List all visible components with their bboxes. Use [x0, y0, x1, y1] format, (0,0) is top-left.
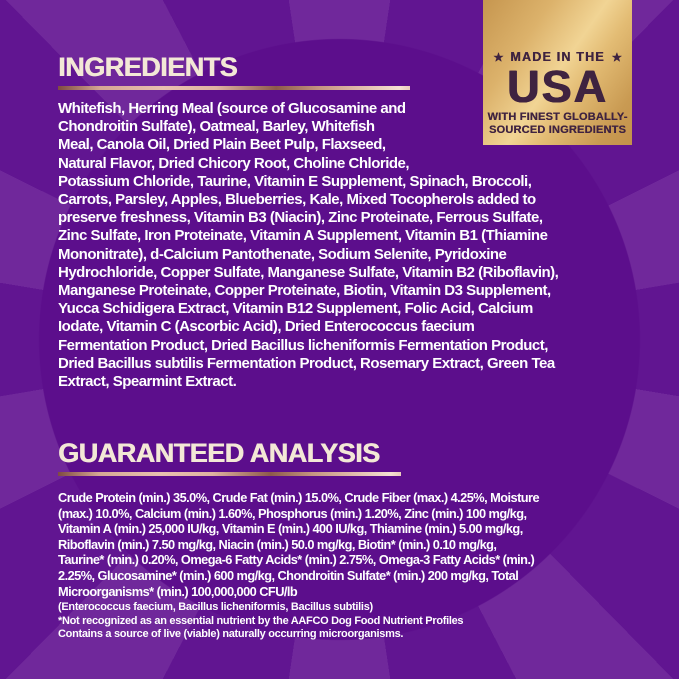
text-line: preserve freshness, Vitamin B3 (Niacin),… — [58, 209, 543, 227]
guaranteed-analysis-footnotes: (Enterococcus faecium, Bacillus lichenif… — [58, 601, 627, 641]
text-line: Meal, Canola Oil, Dried Plain Beet Pulp,… — [58, 136, 386, 154]
text-line: Carrots, Parsley, Apples, Blueberries, K… — [58, 191, 536, 209]
text-line: Extract, Spearmint Extract. — [58, 373, 237, 391]
badge-made-in-the-text: MADE IN THE — [510, 50, 605, 64]
text-line: Microorganisms* (min.) 100,000,000 CFU/l… — [58, 583, 298, 599]
text-line: Mononitrate), d-Calcium Pantothenate, So… — [58, 245, 507, 263]
badge-subline-1: WITH FINEST GLOBALLY- — [487, 111, 628, 124]
text-line: Riboflavin (min.) 7.50 mg/kg, Niacin (mi… — [58, 536, 497, 552]
text-line: Whitefish, Herring Meal (source of Gluco… — [58, 100, 406, 117]
ingredients-paragraph: Whitefish, Herring Meal (source of Gluco… — [58, 100, 627, 391]
text-line: (max.) 10.0%, Calcium (min.) 1.60%, Phos… — [58, 505, 527, 521]
text-line: *Not recognized as an essential nutrient… — [58, 614, 464, 627]
badge-usa-text: USA — [506, 61, 608, 112]
text-line: Crude Protein (min.) 35.0%, Crude Fat (m… — [58, 490, 540, 505]
text-line: Taurine* (min.) 0.20%, Omega-6 Fatty Aci… — [58, 552, 535, 568]
guaranteed-analysis-title: GUARANTEED ANALYSIS — [58, 438, 380, 468]
guaranteed-analysis-paragraph: Crude Protein (min.) 35.0%, Crude Fat (m… — [58, 490, 627, 599]
text-line: Dried Bacillus subtilis Fermentation Pro… — [58, 354, 555, 372]
text-line: Zinc Sulfate, Iron Proteinate, Vitamin A… — [58, 227, 548, 245]
text-line: Natural Flavor, Dried Chicory Root, Chol… — [58, 154, 410, 172]
ingredients-title: INGREDIENTS — [58, 52, 238, 82]
text-line: Vitamin A (min.) 25,000 IU/kg, Vitamin E… — [58, 521, 523, 537]
text-line: Hydrochloride, Copper Sulfate, Manganese… — [58, 263, 559, 281]
star-icon: ★ — [611, 51, 622, 64]
badge-top-line: ★ MADE IN THE ★ — [483, 50, 632, 64]
guaranteed-analysis-divider — [58, 472, 401, 476]
text-line: Iodate, Vitamin C (Ascorbic Acid), Dried… — [58, 318, 475, 336]
ingredients-divider — [58, 86, 410, 90]
badge-subline-2: SOURCED INGREDIENTS — [488, 124, 627, 137]
text-line: Chondroitin Sulfate), Oatmeal, Barley, W… — [58, 118, 375, 136]
text-line: Fermentation Product, Dried Bacillus lic… — [58, 336, 548, 354]
text-line: 2.25%, Glucosamine* (min.) 600 mg/kg, Ch… — [58, 567, 519, 583]
guaranteed-analysis-section: GUARANTEED ANALYSIS Crude Protein (min.)… — [58, 438, 627, 641]
text-line: Potassium Chloride, Taurine, Vitamin E S… — [58, 172, 532, 190]
text-line: Yucca Schidigera Extract, Vitamin B12 Su… — [58, 300, 533, 318]
ingredients-section: INGREDIENTS Whitefish, Herring Meal (sou… — [58, 52, 627, 391]
text-line: Contains a source of live (viable) natur… — [58, 627, 404, 640]
star-icon: ★ — [493, 51, 504, 64]
text-line: (Enterococcus faecium, Bacillus lichenif… — [58, 601, 373, 614]
made-in-usa-badge: ★ MADE IN THE ★ USA WITH FINEST GLOBALLY… — [483, 0, 632, 145]
text-line: Manganese Proteinate, Copper Proteinate,… — [58, 282, 551, 300]
